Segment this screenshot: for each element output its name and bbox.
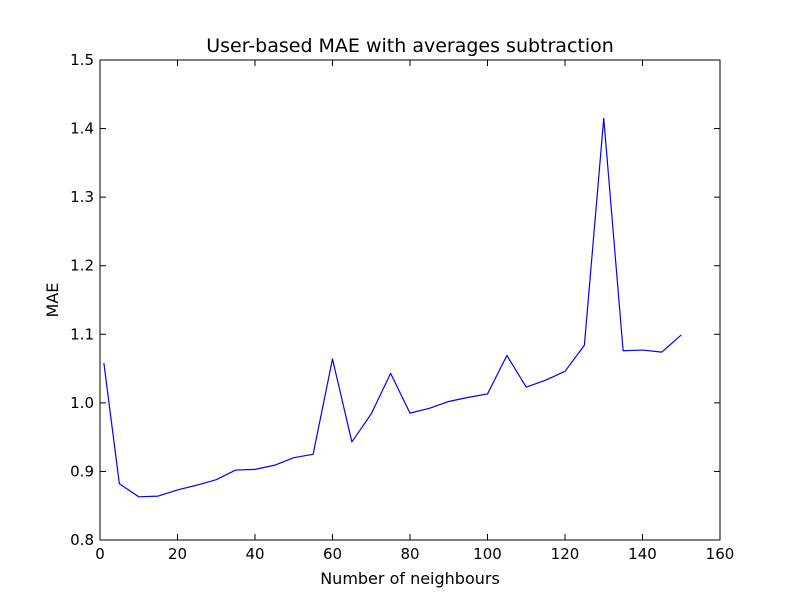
y-tick-label: 1.0 (70, 394, 94, 412)
y-tick-label: 1.1 (70, 325, 94, 343)
y-tick-label: 0.8 (70, 531, 94, 549)
x-tick-label: 20 (168, 545, 187, 563)
series-layer (103, 117, 682, 498)
x-tick-label: 140 (628, 545, 657, 563)
x-tick-label: 60 (323, 545, 342, 563)
series-line-0 (103, 117, 682, 498)
plot-area (100, 60, 720, 540)
y-tick-label: 1.5 (70, 51, 94, 69)
x-tick-label: 100 (473, 545, 502, 563)
y-axis-label: MAE (43, 283, 62, 318)
y-tick-label: 0.9 (70, 462, 94, 480)
y-tick-label: 1.4 (70, 120, 94, 138)
x-tick-label: 160 (706, 545, 735, 563)
x-axis-label: Number of neighbours (320, 569, 500, 588)
y-tick-label: 1.3 (70, 188, 94, 206)
x-tick-label: 80 (400, 545, 419, 563)
chart-title: User-based MAE with averages subtraction (206, 35, 614, 57)
x-tick-label: 0 (95, 545, 105, 563)
x-tick-label: 40 (245, 545, 264, 563)
x-tick-label: 120 (551, 545, 580, 563)
ticks-layer: 0 20 40 60 80 100 120 140 160 0.8 0.9 1.0 1.1 1.2 1.3 1… (70, 51, 734, 563)
y-tick-label: 1.2 (70, 257, 94, 275)
